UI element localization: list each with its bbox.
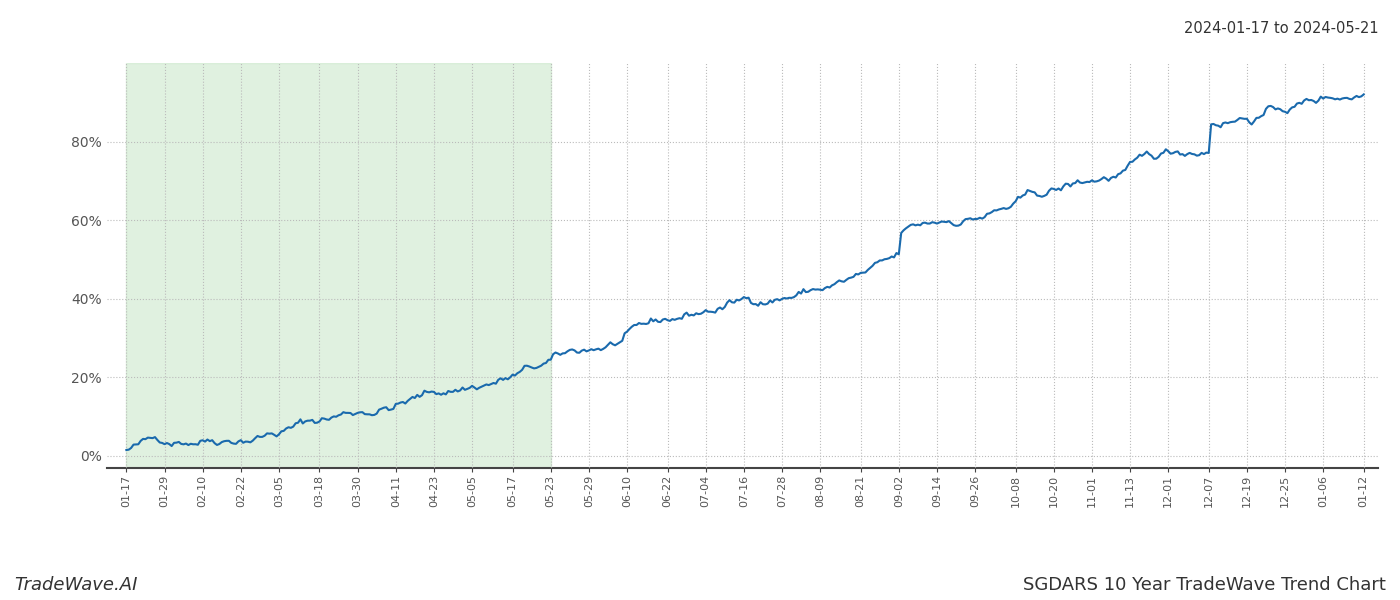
Text: SGDARS 10 Year TradeWave Trend Chart: SGDARS 10 Year TradeWave Trend Chart xyxy=(1023,576,1386,594)
Text: 2024-01-17 to 2024-05-21: 2024-01-17 to 2024-05-21 xyxy=(1184,21,1379,36)
Bar xyxy=(126,63,550,467)
Text: TradeWave.AI: TradeWave.AI xyxy=(14,576,137,594)
